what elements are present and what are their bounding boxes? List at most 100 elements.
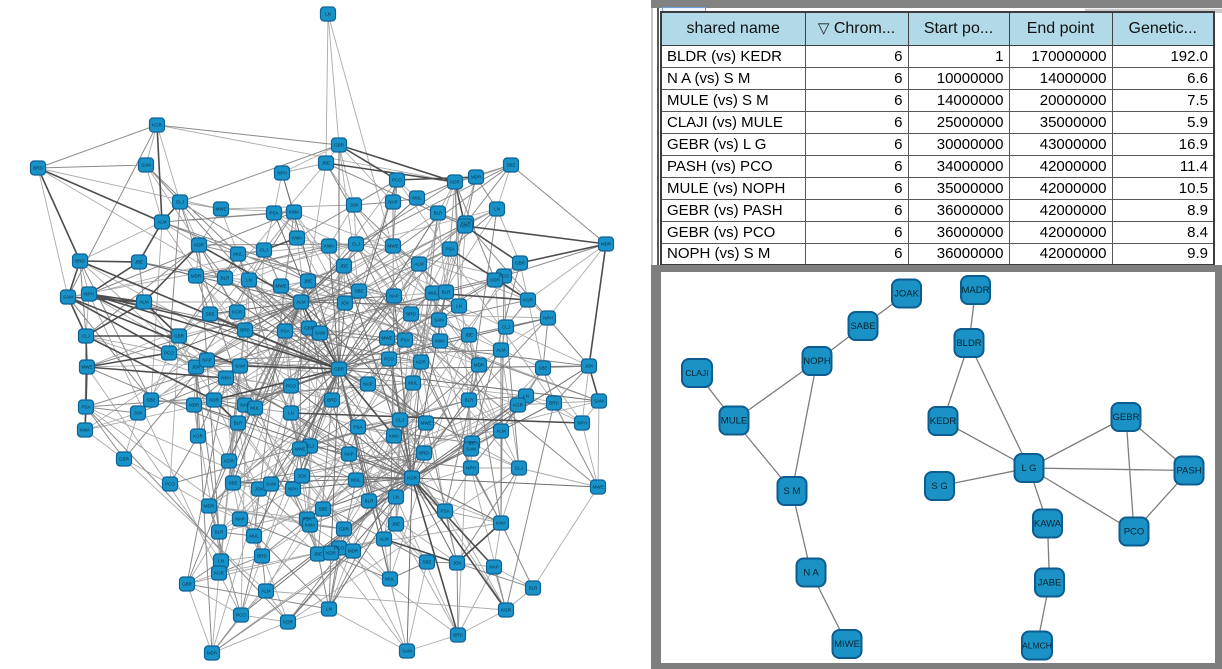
svg-text:KGR: KGR [513, 403, 524, 408]
svg-text:NPH: NPH [288, 487, 298, 492]
svg-text:KGR: KGR [232, 310, 243, 315]
svg-text:ALM: ALM [496, 348, 506, 353]
svg-text:MDR: MDR [474, 363, 485, 368]
svg-text:SAM: SAM [434, 318, 444, 323]
svg-text:JABE: JABE [1038, 578, 1062, 589]
svg-text:MWE: MWE [216, 207, 227, 212]
svg-text:KGR: KGR [501, 608, 512, 613]
svg-text:BRD: BRD [257, 554, 267, 559]
svg-text:BLR: BLR [234, 421, 244, 426]
svg-text:PSA: PSA [81, 405, 90, 410]
svg-text:BRD: BRD [406, 312, 416, 317]
svg-text:GBR: GBR [339, 527, 350, 532]
svg-text:BRD: BRD [33, 166, 43, 171]
svg-text:JBE: JBE [135, 260, 143, 265]
svg-text:CLJ: CLJ [82, 334, 90, 339]
svg-text:NPH: NPH [577, 421, 587, 426]
svg-text:SAM: SAM [315, 331, 325, 336]
svg-text:NAP: NAP [388, 200, 397, 205]
svg-text:JBE: JBE [468, 441, 476, 446]
svg-text:BRD: BRD [419, 451, 429, 456]
svg-text:GEBR: GEBR [1113, 412, 1140, 423]
svg-text:BRD: BRD [327, 398, 337, 403]
svg-text:MWE: MWE [593, 485, 604, 490]
svg-text:KDR: KDR [326, 551, 336, 556]
svg-text:MWE: MWE [295, 447, 306, 452]
svg-text:KWA: KWA [435, 339, 445, 344]
svg-text:KDR: KDR [416, 360, 426, 365]
svg-text:PCO: PCO [165, 482, 175, 487]
svg-text:MWE: MWE [82, 365, 93, 370]
svg-text:CLJ: CLJ [502, 325, 510, 330]
svg-text:PCO: PCO [392, 178, 402, 183]
svg-text:LN: LN [494, 207, 500, 212]
svg-text:KWA: KWA [289, 210, 299, 215]
svg-text:L G: L G [1022, 463, 1037, 474]
svg-text:BRD: BRD [549, 401, 559, 406]
svg-text:KDR: KDR [490, 278, 500, 283]
svg-text:ALM: ALM [139, 300, 149, 305]
svg-text:LN: LN [326, 607, 332, 612]
svg-text:MUL: MUL [385, 577, 395, 582]
svg-text:KAWA: KAWA [1034, 519, 1062, 530]
svg-text:PCO: PCO [499, 274, 509, 279]
svg-text:CLJ: CLJ [515, 466, 523, 471]
svg-text:PASH: PASH [1176, 466, 1201, 477]
svg-text:BLR: BLR [529, 586, 539, 591]
svg-text:CLJ: CLJ [396, 418, 404, 423]
svg-text:NAP: NAP [202, 358, 211, 363]
svg-text:CLJ: CLJ [260, 248, 268, 253]
svg-text:CLJ: CLJ [352, 242, 360, 247]
svg-text:GBR: GBR [334, 143, 345, 148]
svg-text:PSA: PSA [445, 247, 454, 252]
svg-text:PSA: PSA [440, 509, 449, 514]
svg-text:GBR: GBR [304, 326, 315, 331]
svg-text:S M: S M [784, 486, 801, 497]
svg-text:NPH: NPH [84, 292, 94, 297]
svg-text:ALM: ALM [296, 300, 306, 305]
svg-text:LN: LN [218, 559, 224, 564]
svg-text:JBE: JBE [465, 333, 473, 338]
svg-text:SABE: SABE [850, 321, 875, 332]
svg-text:PSA: PSA [400, 338, 409, 343]
svg-text:S G: S G [931, 481, 947, 492]
svg-text:PCO: PCO [236, 613, 246, 618]
svg-text:ALM: ALM [261, 589, 271, 594]
svg-text:BLR: BLR [365, 499, 375, 504]
svg-text:SAM: SAM [63, 295, 73, 300]
svg-text:JOK: JOK [585, 364, 594, 369]
svg-text:KDR: KDR [283, 620, 293, 625]
svg-text:NPH: NPH [277, 171, 287, 176]
svg-text:SAM: SAM [235, 364, 245, 369]
svg-text:SBE: SBE [538, 366, 547, 371]
svg-text:MADR: MADR [962, 285, 990, 296]
svg-text:NPH: NPH [466, 466, 476, 471]
svg-text:MUL: MUL [412, 196, 422, 201]
svg-text:KWA: KWA [496, 521, 506, 526]
svg-text:LN: LN [246, 278, 252, 283]
svg-text:GBR: GBR [515, 261, 526, 266]
svg-text:KGR: KGR [193, 434, 204, 439]
svg-text:PCO: PCO [334, 546, 344, 551]
svg-text:KWA: KWA [305, 523, 315, 528]
svg-text:MWE: MWE [276, 284, 287, 289]
svg-text:NOPH: NOPH [803, 356, 831, 367]
svg-text:PSA: PSA [269, 211, 278, 216]
svg-text:KEDR: KEDR [930, 416, 957, 427]
svg-text:NAP: NAP [363, 382, 372, 387]
svg-text:MUL: MUL [233, 252, 243, 257]
svg-text:NPH: NPH [543, 316, 553, 321]
svg-text:SBE: SBE [228, 481, 237, 486]
svg-text:LN: LN [288, 411, 294, 416]
svg-text:SBE: SBE [318, 507, 327, 512]
svg-text:PSA: PSA [353, 425, 362, 430]
svg-text:MDR: MDR [189, 403, 200, 408]
svg-text:GBR: GBR [182, 582, 193, 587]
svg-text:NAP: NAP [235, 517, 244, 522]
svg-text:BLR: BLR [221, 276, 231, 281]
svg-text:JOAK: JOAK [894, 289, 919, 300]
svg-text:JOK: JOK [134, 411, 143, 416]
svg-text:PSA: PSA [280, 329, 289, 334]
svg-text:LN: LN [393, 495, 399, 500]
svg-text:MDR: MDR [191, 274, 202, 279]
